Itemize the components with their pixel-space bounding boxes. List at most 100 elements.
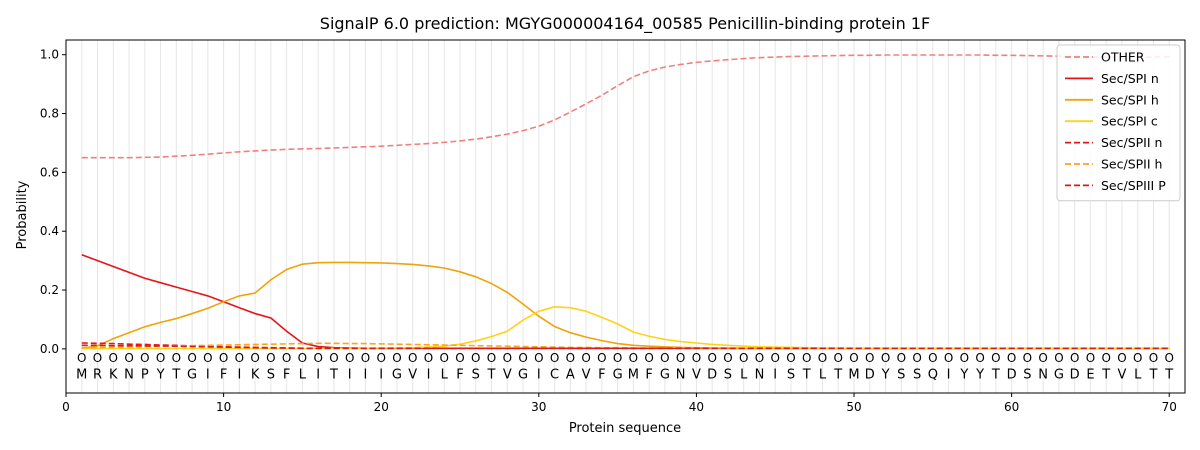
sequence-letter: S — [913, 367, 921, 382]
position-marker: O — [707, 351, 716, 365]
position-marker: O — [849, 351, 858, 365]
sequence-letter: A — [566, 367, 575, 382]
position-marker: O — [266, 351, 275, 365]
sequence-letter: I — [947, 367, 951, 382]
sequence-letter: M — [76, 367, 87, 382]
position-marker: O — [345, 351, 354, 365]
sequence-letter: D — [1007, 367, 1017, 382]
position-marker: O — [834, 351, 843, 365]
plot-frame — [65, 39, 1186, 394]
series-line — [81, 253, 1170, 350]
sequence-letter: G — [660, 367, 670, 382]
sequence-letter: I — [379, 367, 383, 382]
legend-label: Sec/SPIII P — [1101, 178, 1166, 193]
position-marker: O — [518, 351, 527, 365]
sequence-letter: V — [692, 367, 701, 382]
sequence-letter: L — [1134, 367, 1142, 382]
series-line — [81, 261, 1170, 350]
position-marker: O — [692, 351, 701, 365]
legend-label: Sec/SPI c — [1101, 114, 1158, 129]
x-axis: 0 10 20 30 40 50 60 70 — [62, 393, 1177, 414]
position-marker: O — [235, 351, 244, 365]
position-marker: O — [676, 351, 685, 365]
y-axis: 0.0 0.2 0.4 0.6 0.8 1.0 — [40, 48, 66, 356]
sequence-letter: L — [441, 367, 449, 382]
y-tick-label: 0.6 — [40, 165, 59, 179]
sequence-letter: L — [819, 367, 827, 382]
position-marker: O — [487, 351, 496, 365]
position-marker: O — [644, 351, 653, 365]
sequence-letter: E — [1086, 367, 1094, 382]
position-marker: O — [975, 351, 984, 365]
position-marker: O — [1133, 351, 1142, 365]
sequence-letter: T — [487, 367, 496, 382]
position-marker: O — [219, 351, 228, 365]
sequence-letter: K — [251, 367, 260, 382]
position-marker: O — [282, 351, 291, 365]
sequence-letter: G — [1054, 367, 1064, 382]
position-marker: O — [550, 351, 559, 365]
position-marker: O — [629, 351, 638, 365]
sequence-letter: N — [676, 367, 686, 382]
sequence-letter: V — [582, 367, 591, 382]
x-tick-label: 10 — [216, 400, 231, 414]
sequence-letter: N — [1038, 367, 1048, 382]
legend-label: Sec/SPI n — [1101, 71, 1159, 86]
legend-label: OTHER — [1101, 50, 1145, 65]
sequence-letter: D — [865, 367, 875, 382]
position-marker: O — [503, 351, 512, 365]
series-line — [81, 54, 1170, 159]
position-marker: O — [392, 351, 401, 365]
position-marker: O — [1165, 351, 1174, 365]
position-marker: O — [534, 351, 543, 365]
sequence-letter: I — [237, 367, 241, 382]
y-axis-label: Probability — [15, 180, 30, 249]
sequence-letter: N — [755, 367, 765, 382]
position-marker: O — [172, 351, 181, 365]
position-marker: O — [329, 351, 338, 365]
x-tick-label: 40 — [689, 400, 704, 414]
chart-title: SignalP 6.0 prediction: MGYG000004164_00… — [320, 14, 930, 34]
legend-label: Sec/SPII n — [1101, 135, 1162, 150]
position-marker: O — [408, 351, 417, 365]
position-marker: O — [723, 351, 732, 365]
position-marker: O — [739, 351, 748, 365]
sequence-letter: I — [537, 367, 541, 382]
position-marker: O — [77, 351, 86, 365]
position-marker: O — [1101, 351, 1110, 365]
series-line — [81, 344, 1170, 350]
position-marker: O — [755, 351, 764, 365]
position-marker: O — [471, 351, 480, 365]
position-marker: O — [1038, 351, 1047, 365]
position-marker: O — [597, 351, 606, 365]
sequence-letter: G — [613, 367, 623, 382]
sequence-letter: F — [283, 367, 290, 382]
position-marker: O — [912, 351, 921, 365]
sequence-letter: T — [329, 367, 338, 382]
x-tick-label: 50 — [846, 400, 861, 414]
x-tick-label: 60 — [1004, 400, 1019, 414]
sequence-letter: T — [833, 367, 842, 382]
sequence-letter: S — [267, 367, 275, 382]
legend-label: Sec/SPII h — [1101, 157, 1162, 172]
grid-lines — [81, 40, 1170, 393]
position-marker: O — [566, 351, 575, 365]
position-marker: O — [298, 351, 307, 365]
position-marker: O — [1149, 351, 1158, 365]
position-marker: O — [897, 351, 906, 365]
position-marker: O — [818, 351, 827, 365]
sequence-letter: F — [220, 367, 227, 382]
position-marker: O — [944, 351, 953, 365]
sequence-letter: S — [472, 367, 480, 382]
sequence-letter: T — [171, 367, 180, 382]
sequence-letter: I — [206, 367, 210, 382]
x-tick-label: 20 — [374, 400, 389, 414]
x-tick-label: 30 — [531, 400, 546, 414]
legend-label: Sec/SPI h — [1101, 92, 1159, 107]
sequence-letter: D — [1070, 367, 1080, 382]
sequence-letter: M — [848, 367, 859, 382]
sequence-letter: V — [408, 367, 417, 382]
